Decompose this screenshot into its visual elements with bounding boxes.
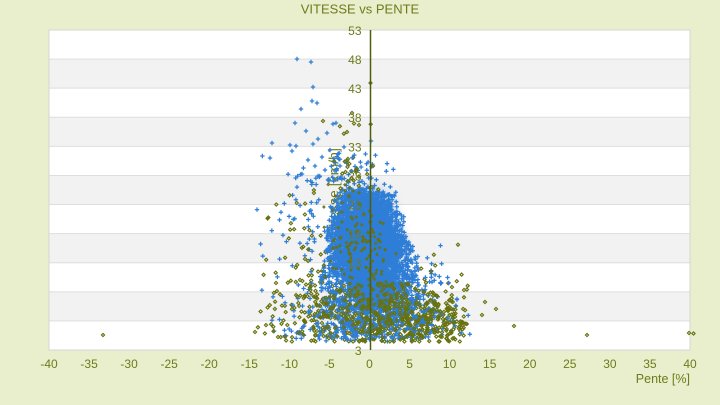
svg-text:Pente [%]: Pente [%] xyxy=(636,372,690,386)
svg-text:5: 5 xyxy=(406,357,413,371)
svg-text:-20: -20 xyxy=(201,357,219,371)
svg-text:48: 48 xyxy=(348,53,362,67)
svg-text:-30: -30 xyxy=(120,357,138,371)
svg-text:43: 43 xyxy=(348,82,362,96)
svg-text:-35: -35 xyxy=(80,357,98,371)
svg-text:-5: -5 xyxy=(324,357,335,371)
svg-text:33: 33 xyxy=(348,140,362,154)
svg-text:13: 13 xyxy=(348,257,362,271)
svg-text:40: 40 xyxy=(683,357,697,371)
svg-text:18: 18 xyxy=(348,228,362,242)
svg-text:28: 28 xyxy=(348,169,362,183)
svg-text:15: 15 xyxy=(483,357,497,371)
svg-text:-10: -10 xyxy=(281,357,299,371)
svg-text:35: 35 xyxy=(643,357,657,371)
svg-text:23: 23 xyxy=(348,198,362,212)
svg-text:20: 20 xyxy=(523,357,537,371)
svg-text:38: 38 xyxy=(348,111,362,125)
svg-text:-40: -40 xyxy=(40,357,58,371)
svg-text:10: 10 xyxy=(443,357,457,371)
svg-text:53: 53 xyxy=(348,24,362,38)
svg-text:VITESSE vs PENTE: VITESSE vs PENTE xyxy=(301,2,420,17)
svg-text:3: 3 xyxy=(355,344,362,358)
svg-text:0: 0 xyxy=(366,357,373,371)
svg-text:-15: -15 xyxy=(241,357,259,371)
svg-text:8: 8 xyxy=(355,286,362,300)
svg-text:25: 25 xyxy=(563,357,577,371)
svg-text:-25: -25 xyxy=(161,357,179,371)
svg-text:30: 30 xyxy=(603,357,617,371)
